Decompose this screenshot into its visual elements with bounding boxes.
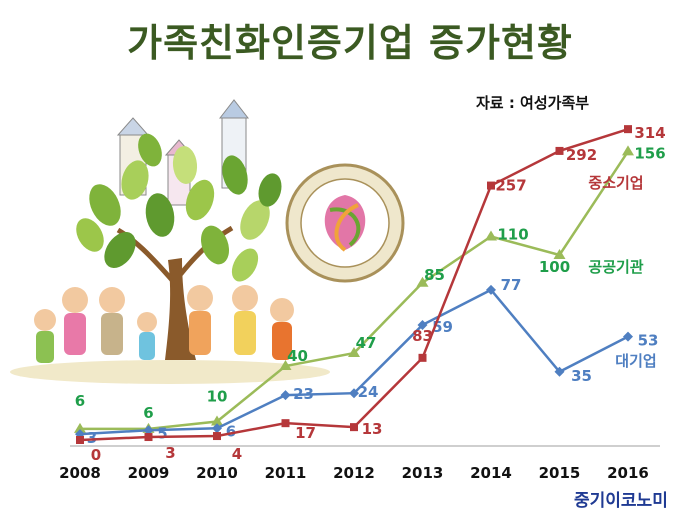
data-label: 110	[497, 226, 528, 244]
data-point	[486, 284, 496, 295]
data-label: 257	[495, 177, 526, 195]
data-label: 47	[356, 334, 377, 352]
x-tick-label: 2014	[470, 464, 512, 482]
x-tick-label: 2015	[539, 464, 581, 482]
data-label: 156	[634, 144, 665, 162]
series-public: 6 6 10 40 47 85 110 100 156 공공기관	[74, 144, 666, 433]
ground	[10, 360, 330, 384]
brand-logo: 중기이코노미	[574, 491, 668, 511]
data-point	[554, 366, 565, 377]
data-label: 3	[87, 429, 97, 447]
data-point	[416, 276, 429, 287]
data-label: 100	[539, 258, 570, 276]
data-label: 53	[638, 332, 659, 350]
x-tick-label: 2012	[333, 464, 375, 482]
data-label: 3	[165, 444, 175, 462]
data-point	[213, 432, 221, 441]
data-point	[76, 436, 84, 444]
series-line-large	[79, 288, 629, 436]
chart-title: 가족친화인증기업 증가현황	[127, 21, 573, 65]
data-label: 35	[571, 367, 592, 385]
x-tick-label: 2016	[607, 464, 649, 482]
data-label: 4	[232, 445, 242, 463]
data-point	[487, 181, 495, 190]
data-label: 5	[157, 424, 167, 442]
data-point	[349, 388, 359, 399]
data-label: 292	[566, 146, 597, 164]
data-point	[74, 422, 86, 433]
data-point	[144, 433, 153, 442]
x-tick-label: 2009	[128, 464, 170, 482]
data-label: 6	[143, 404, 153, 422]
family-figures	[34, 285, 294, 363]
data-point	[279, 360, 292, 370]
x-tick-label: 2010	[196, 464, 238, 482]
series-name-large: 대기업	[615, 352, 656, 370]
series-name-public: 공공기관	[588, 258, 643, 276]
data-point	[211, 415, 223, 426]
tree-trunk	[165, 258, 196, 360]
data-point	[623, 331, 633, 342]
source-note: 자료 : 여성가족부	[476, 94, 590, 112]
data-label: 83	[412, 327, 433, 345]
data-label: 24	[358, 383, 379, 401]
x-tick-label: 2011	[265, 464, 307, 482]
data-point	[485, 230, 497, 241]
data-label: 77	[501, 276, 522, 294]
data-point	[624, 125, 632, 134]
data-label: 85	[424, 266, 445, 284]
data-point	[418, 353, 427, 362]
series-line-public	[80, 150, 630, 431]
data-label: 17	[295, 424, 316, 442]
x-tick-label: 2008	[59, 464, 101, 482]
tree-leaves	[76, 133, 282, 282]
data-label: 13	[362, 420, 383, 438]
data-point	[143, 425, 154, 436]
data-label: 23	[293, 385, 314, 403]
data-point	[348, 347, 360, 358]
data-label: 40	[287, 347, 308, 365]
data-point	[417, 319, 428, 330]
data-label: 10	[207, 388, 228, 406]
data-label: 6	[75, 392, 85, 410]
data-point	[281, 419, 290, 428]
best-family-friendly-emblem	[285, 163, 405, 283]
series-name-sme: 중소기업	[588, 174, 643, 192]
data-point	[622, 145, 634, 156]
x-tick-label: 2013	[402, 464, 444, 482]
data-label: 0	[91, 446, 101, 464]
data-point	[212, 423, 222, 434]
data-label: 314	[634, 124, 665, 142]
data-point	[350, 423, 358, 432]
data-point	[553, 249, 566, 259]
data-label: 6	[226, 422, 236, 440]
data-point	[280, 390, 291, 401]
data-point	[555, 146, 564, 155]
